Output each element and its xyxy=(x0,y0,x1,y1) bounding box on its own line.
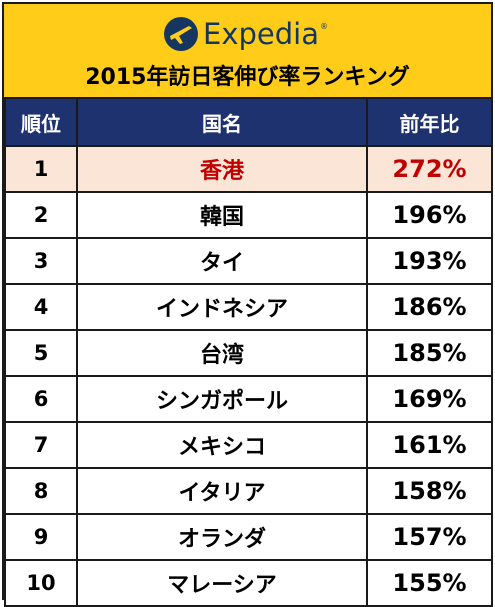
country-cell: メキシコ xyxy=(76,421,368,469)
growth-cell: 155% xyxy=(366,559,493,607)
table-row: 9 オランダ 157% xyxy=(4,513,493,561)
country-cell: 香港 xyxy=(76,145,368,193)
growth-cell: 272% xyxy=(366,145,493,193)
country-cell: シンガポール xyxy=(76,375,368,423)
country-cell: 台湾 xyxy=(76,329,368,377)
header-row: 順位 国名 前年比 xyxy=(4,97,493,147)
table-row: 6 シンガポール 169% xyxy=(4,375,493,423)
growth-cell: 169% xyxy=(366,375,493,423)
country-cell: イタリア xyxy=(76,467,368,515)
rank-cell: 3 xyxy=(4,237,78,285)
country-cell: インドネシア xyxy=(76,283,368,331)
rank-cell: 10 xyxy=(4,559,78,607)
rank-cell: 1 xyxy=(4,145,78,193)
growth-cell: 186% xyxy=(366,283,493,331)
country-cell: 韓国 xyxy=(76,191,368,239)
table-row: 7 メキシコ 161% xyxy=(4,421,493,469)
country-cell: タイ xyxy=(76,237,368,285)
growth-cell: 161% xyxy=(366,421,493,469)
table-row: 2 韓国 196% xyxy=(4,191,493,239)
rank-cell: 2 xyxy=(4,191,78,239)
table-row: 4 インドネシア 186% xyxy=(4,283,493,331)
table-row: 1 香港 272% xyxy=(4,145,493,193)
column-header-rank: 順位 xyxy=(4,97,78,147)
rank-cell: 6 xyxy=(4,375,78,423)
growth-cell: 157% xyxy=(366,513,493,561)
brand-name: Expedia xyxy=(203,17,319,51)
table-row: 10 マレーシア 155% xyxy=(4,559,493,607)
growth-cell: 196% xyxy=(366,191,493,239)
title-banner: Expedia ® 2015年訪日客伸び率ランキング xyxy=(4,4,491,99)
page-title: 2015年訪日客伸び率ランキング xyxy=(85,65,410,90)
growth-cell: 193% xyxy=(366,237,493,285)
table-row: 8 イタリア 158% xyxy=(4,467,493,515)
rank-cell: 9 xyxy=(4,513,78,561)
rank-cell: 5 xyxy=(4,329,78,377)
country-cell: マレーシア xyxy=(76,559,368,607)
table-row: 5 台湾 185% xyxy=(4,329,493,377)
table-row: 3 タイ 193% xyxy=(4,237,493,285)
registered-mark: ® xyxy=(319,22,328,31)
rank-cell: 8 xyxy=(4,467,78,515)
globe-plane-icon xyxy=(164,17,198,51)
rank-cell: 7 xyxy=(4,421,78,469)
rank-cell: 4 xyxy=(4,283,78,331)
ranking-table: 順位 国名 前年比 1 香港 272% 2 韓国 196% 3 タイ 193% xyxy=(4,97,493,607)
growth-cell: 185% xyxy=(366,329,493,377)
column-header-growth: 前年比 xyxy=(366,97,493,147)
growth-cell: 158% xyxy=(366,467,493,515)
expedia-logo: Expedia ® xyxy=(163,14,328,54)
column-header-country: 国名 xyxy=(76,97,368,147)
country-cell: オランダ xyxy=(76,513,368,561)
